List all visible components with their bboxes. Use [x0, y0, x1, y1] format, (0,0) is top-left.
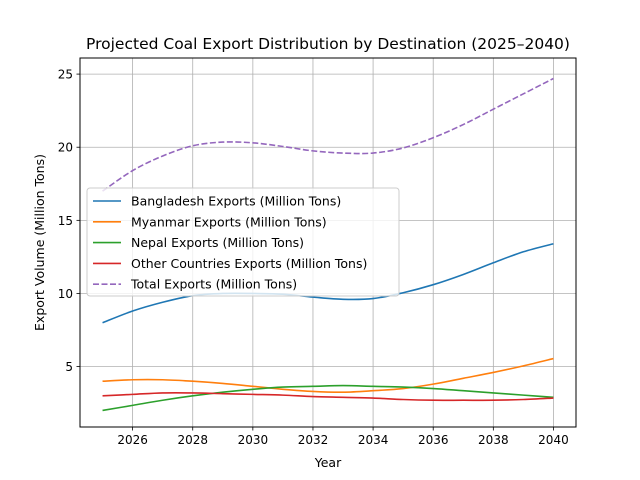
- y-tick-label: 25: [58, 68, 73, 82]
- series-line-total: [102, 77, 554, 192]
- x-tick-label: 2028: [177, 433, 208, 447]
- x-tick-label: 2038: [478, 433, 509, 447]
- legend-label-nepal: Nepal Exports (Million Tons): [131, 235, 304, 250]
- y-axis-label: Export Volume (Million Tons): [32, 154, 47, 331]
- x-tick-label: 2032: [298, 433, 329, 447]
- legend-label-total: Total Exports (Million Tons): [130, 277, 297, 292]
- legend-label-other: Other Countries Exports (Million Tons): [131, 256, 367, 271]
- legend: Bangladesh Exports (Million Tons) Myanmar…: [86, 187, 400, 297]
- plot-area: [79, 57, 577, 428]
- legend-box: [86, 187, 400, 297]
- x-tick-label: 2036: [418, 433, 449, 447]
- x-tick-label: 2034: [358, 433, 389, 447]
- chart-title: Projected Coal Export Distribution by De…: [86, 35, 570, 53]
- series-line-nepal: [102, 384, 554, 412]
- series-line-myanmar: [102, 357, 554, 394]
- series-line-bangladesh: [102, 242, 554, 324]
- series-lines: [102, 77, 554, 412]
- series-line-other: [102, 391, 554, 402]
- y-tick-label: 15: [58, 214, 73, 228]
- y-tick-label: 10: [58, 287, 73, 301]
- legend-label-myanmar: Myanmar Exports (Million Tons): [131, 214, 327, 229]
- legend-label-bangladesh: Bangladesh Exports (Million Tons): [131, 194, 341, 209]
- y-tick-label: 5: [65, 360, 73, 374]
- x-axis-label: Year: [314, 455, 342, 470]
- x-tick-label: 2040: [538, 433, 569, 447]
- x-tick-label: 2030: [238, 433, 269, 447]
- y-tick-label: 20: [58, 141, 73, 155]
- x-tick-label: 2026: [117, 433, 148, 447]
- axis-ticks: 2026 2028 2030 2032 2034 2036 2038 2040 5 10 15 20 2…: [58, 68, 569, 447]
